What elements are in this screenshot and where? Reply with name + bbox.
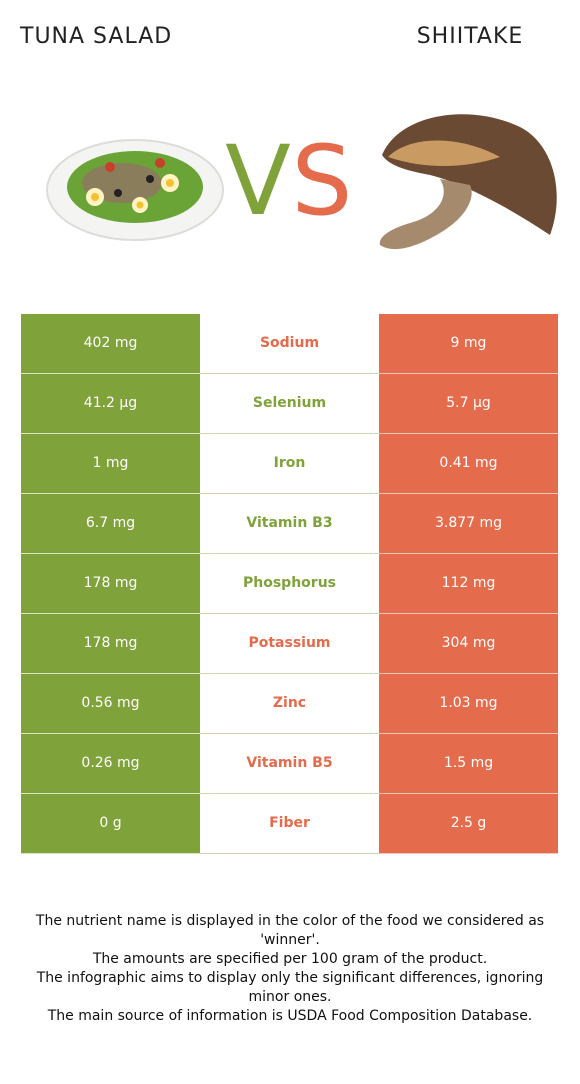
tuna-salad-value: 402 mg — [21, 314, 200, 373]
nutrient-name: Iron — [200, 434, 379, 493]
left-food-title: TUNA SALAD — [20, 24, 173, 49]
table-row: 41.2 µg Selenium 5.7 µg — [21, 374, 558, 434]
table-row: 0.26 mg Vitamin B5 1.5 mg — [21, 734, 558, 794]
nutrient-name: Sodium — [200, 314, 379, 373]
row-divider — [379, 733, 558, 734]
row-divider — [379, 853, 558, 854]
nutrient-name: Potassium — [200, 614, 379, 673]
footer-line-source: The main source of information is USDA F… — [47, 1008, 533, 1024]
row-divider — [200, 433, 379, 434]
row-divider — [21, 793, 200, 794]
row-divider — [21, 613, 200, 614]
shiitake-value: 1.03 mg — [379, 674, 558, 733]
shiitake-image — [379, 114, 557, 250]
row-divider — [21, 493, 200, 494]
nutrient-name: Vitamin B3 — [200, 494, 379, 553]
row-divider — [21, 853, 200, 854]
shiitake-value: 304 mg — [379, 614, 558, 673]
tuna-salad-image — [46, 139, 224, 241]
food-images — [46, 114, 557, 250]
row-divider — [200, 493, 379, 494]
nutrient-name: Phosphorus — [200, 554, 379, 613]
row-divider — [200, 613, 379, 614]
tuna-salad-value: 6.7 mg — [21, 494, 200, 553]
table-row: 0 g Fiber 2.5 g — [21, 794, 558, 854]
row-divider — [379, 613, 558, 614]
table-row: 402 mg Sodium 9 mg — [21, 314, 558, 374]
tuna-salad-value: 178 mg — [21, 614, 200, 673]
shiitake-value: 1.5 mg — [379, 734, 558, 793]
tuna-salad-value: 1 mg — [21, 434, 200, 493]
footer-line-aim: The infographic aims to display only the… — [36, 970, 544, 1005]
tuna-salad-value: 41.2 µg — [21, 374, 200, 433]
shiitake-value: 0.41 mg — [379, 434, 558, 493]
row-divider — [200, 373, 379, 374]
row-divider — [200, 673, 379, 674]
row-divider — [21, 673, 200, 674]
tuna-salad-value: 0 g — [21, 794, 200, 853]
tuna-salad-value: 0.26 mg — [21, 734, 200, 793]
row-divider — [379, 673, 558, 674]
nutrient-name: Zinc — [200, 674, 379, 733]
row-divider — [200, 553, 379, 554]
row-divider — [21, 733, 200, 734]
footer-line-amounts: The amounts are specified per 100 gram o… — [92, 951, 488, 967]
vs-logo: V S — [225, 125, 353, 232]
row-divider — [21, 373, 200, 374]
footer-line-winner: The nutrient name is displayed in the co… — [35, 913, 545, 948]
shiitake-value: 9 mg — [379, 314, 558, 373]
vs-v-letter: V — [225, 125, 291, 232]
row-divider — [21, 433, 200, 434]
shiitake-value: 2.5 g — [379, 794, 558, 853]
table-row: 1 mg Iron 0.41 mg — [21, 434, 558, 494]
row-divider — [379, 793, 558, 794]
vs-s-letter: S — [292, 125, 353, 232]
table-row: 178 mg Potassium 304 mg — [21, 614, 558, 674]
shiitake-value: 3.877 mg — [379, 494, 558, 553]
row-divider — [200, 793, 379, 794]
table-row: 6.7 mg Vitamin B3 3.877 mg — [21, 494, 558, 554]
row-divider — [379, 553, 558, 554]
table-row: 0.56 mg Zinc 1.03 mg — [21, 674, 558, 734]
row-divider — [200, 853, 379, 854]
row-divider — [379, 493, 558, 494]
nutrient-name: Selenium — [200, 374, 379, 433]
tuna-salad-value: 0.56 mg — [21, 674, 200, 733]
row-divider — [200, 733, 379, 734]
tuna-salad-value: 178 mg — [21, 554, 200, 613]
row-divider — [379, 433, 558, 434]
comparison-table: 402 mg Sodium 9 mg 41.2 µg Selenium 5.7 µg 1 m… — [21, 314, 558, 854]
nutrient-name: Vitamin B5 — [200, 734, 379, 793]
row-divider — [21, 553, 200, 554]
shiitake-value: 5.7 µg — [379, 374, 558, 433]
right-food-title: SHIITAKE — [416, 24, 524, 49]
table-row: 178 mg Phosphorus 112 mg — [21, 554, 558, 614]
row-divider — [379, 373, 558, 374]
shiitake-value: 112 mg — [379, 554, 558, 613]
footer-notes: The nutrient name is displayed in the co… — [20, 912, 560, 1026]
nutrient-name: Fiber — [200, 794, 379, 853]
